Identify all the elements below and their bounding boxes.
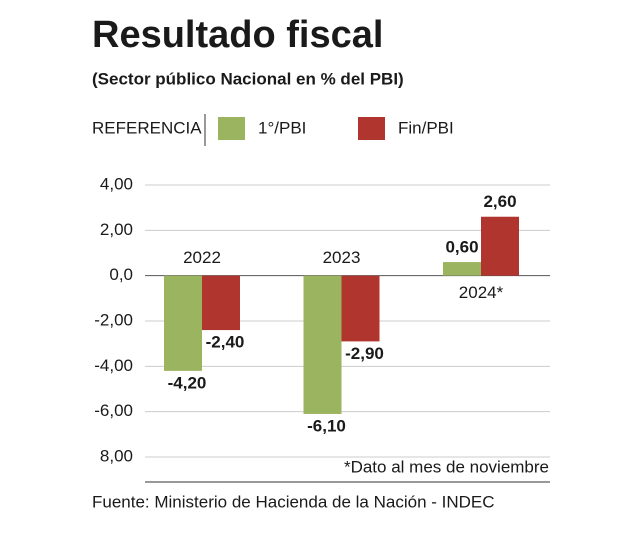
chart-subtitle: (Sector público Nacional en % del PBI) [92, 69, 404, 88]
value-label: -4,20 [168, 373, 207, 392]
chart-title: Resultado fiscal [92, 14, 383, 56]
y-tick-label: 0,0 [109, 265, 133, 284]
x-tick-label: 2022 [183, 248, 221, 267]
y-tick-label: -2,00 [94, 310, 133, 329]
value-label: -6,10 [307, 416, 346, 435]
y-tick-label: -4,00 [94, 356, 133, 375]
x-tick-label: 2023 [323, 248, 361, 267]
legend-label: 1°/PBI [258, 118, 306, 137]
bar [481, 216, 519, 276]
legend-swatch [358, 117, 385, 140]
bar [443, 262, 481, 276]
value-label: -2,40 [206, 333, 245, 352]
x-tick-label: 2024* [459, 283, 504, 302]
y-tick-label: -6,00 [94, 401, 133, 420]
bar [303, 275, 342, 414]
bar [341, 275, 380, 342]
legend-label: Fin/PBI [398, 118, 454, 137]
y-tick-label: 8,00 [100, 446, 133, 465]
value-label: 0,60 [445, 238, 478, 257]
bar [202, 275, 240, 331]
legend-title: REFERENCIA [92, 118, 202, 137]
value-label: 2,60 [483, 192, 516, 211]
y-tick-label: 2,00 [100, 220, 133, 239]
legend-swatch [218, 117, 245, 140]
y-tick-label: 4,00 [100, 174, 133, 193]
note: *Dato al mes de noviembre [344, 457, 549, 476]
source: Fuente: Ministerio de Hacienda de la Nac… [92, 492, 495, 511]
bar [164, 275, 202, 371]
value-label: -2,90 [345, 344, 384, 363]
